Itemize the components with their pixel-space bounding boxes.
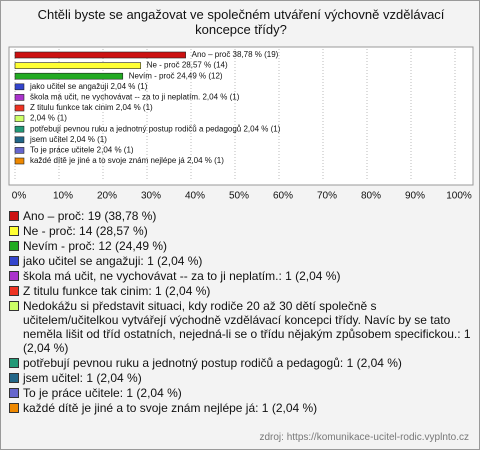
- x-tick-label: 60%: [273, 191, 293, 201]
- legend-label: To je práce učitele: 1 (2,04 %): [23, 386, 182, 400]
- x-tick-label: 80%: [361, 191, 381, 201]
- legend-item: Ano – proč: 19 (38,78 %): [9, 209, 471, 223]
- legend-item: jsem učitel: 1 (2,04 %): [9, 371, 471, 385]
- legend-label: jsem učitel: 1 (2,04 %): [23, 371, 142, 385]
- x-tick-label: 50%: [229, 191, 249, 201]
- bar-label: jako učitel se angažuji 2,04 % (1): [29, 82, 148, 91]
- bar: [14, 94, 25, 101]
- legend-swatch: [9, 286, 19, 296]
- plot: 0% 10% 20% 30% 40% 50% 60% 70% 80% 90% 100% Ano – p…: [8, 46, 474, 201]
- bar-label: Z titulu funkce tak cinim 2,04 % (1): [30, 103, 153, 112]
- legend-swatch: [9, 301, 19, 311]
- legend-item: Nedokážu si představit situaci, kdy rodi…: [9, 299, 471, 355]
- legend-item: každé dítě je jiné a to svoje znám nejlé…: [9, 401, 471, 415]
- x-tick-label: 40%: [185, 191, 205, 201]
- bar-label: potřebují pevnou ruku a jednotný postup …: [30, 124, 281, 133]
- bar-label: Nevím - proč 24,49 % (12): [129, 71, 223, 80]
- bar-label: škola má učit, ne vychovávat -- za to ji…: [30, 93, 240, 102]
- legend-label: potřebují pevnou ruku a jednotný postup …: [23, 356, 402, 370]
- plot-background: [8, 46, 474, 186]
- bar: [14, 83, 25, 91]
- legend-swatch: [9, 403, 19, 413]
- x-tick-label: 10%: [53, 191, 73, 201]
- bar-label: Ne - proč 28,57 % (14): [147, 61, 228, 70]
- legend-label: Ano – proč: 19 (38,78 %): [23, 209, 157, 223]
- x-tick-label: 100%: [446, 191, 472, 201]
- legend-swatch: [9, 388, 19, 398]
- legend-label: škola má učit, ne vychovávat -- za to ji…: [23, 269, 341, 283]
- bar: [14, 72, 124, 80]
- bar-label: každé dítě je jiné a to svoje znám nejlé…: [30, 156, 224, 165]
- legend-swatch: [9, 256, 19, 266]
- x-tick-label: 30%: [141, 191, 161, 201]
- legend-swatch: [9, 373, 19, 383]
- bar-label: jsem učitel 2,04 % (1): [29, 135, 107, 144]
- legend-item: škola má učit, ne vychovávat -- za to ji…: [9, 269, 471, 283]
- x-tick-label: 0%: [12, 191, 27, 201]
- legend-swatch: [9, 271, 19, 281]
- legend-label: každé dítě je jiné a to svoje znám nejlé…: [23, 401, 318, 415]
- source: zdroj: https://komunikace-ucitel-rodic.v…: [259, 432, 469, 443]
- bar: [14, 147, 25, 154]
- bar: [14, 62, 142, 69]
- bar: [14, 51, 186, 59]
- legend-swatch: [9, 241, 19, 251]
- legend-label: Z titulu funkce tak cinim: 1 (2,04 %): [23, 284, 211, 298]
- legend-item: Ne - proč: 14 (28,57 %): [9, 224, 471, 238]
- legend-swatch: [9, 211, 19, 221]
- bar-label: 2,04 % (1): [30, 114, 67, 123]
- legend-label: jako učitel se angažuji: 1 (2,04 %): [23, 254, 203, 268]
- x-tick-label: 90%: [405, 191, 425, 201]
- legend-swatch: [9, 226, 19, 236]
- chart-title: Chtěli byste se angažovat ve společném u…: [37, 7, 445, 37]
- legend-label: Ne - proč: 14 (28,57 %): [23, 224, 148, 238]
- legend-swatch: [9, 358, 19, 368]
- legend-label: Nevím - proč: 12 (24,49 %): [23, 239, 168, 253]
- x-tick-label: 70%: [317, 191, 337, 201]
- legend-label: Nedokážu si představit situaci, kdy rodi…: [23, 299, 471, 355]
- bar: [14, 125, 25, 133]
- legend-item: jako učitel se angažuji: 1 (2,04 %): [9, 254, 471, 268]
- bar: [14, 104, 25, 112]
- bar: [14, 157, 25, 165]
- bar-label: To je práce učitele 2,04 % (1): [30, 146, 134, 155]
- x-tick-label: 20%: [97, 191, 117, 201]
- legend-item: Z titulu funkce tak cinim: 1 (2,04 %): [9, 284, 471, 298]
- bar: [14, 136, 25, 144]
- legend-item: Nevím - proč: 12 (24,49 %): [9, 239, 471, 253]
- legend: Ano – proč: 19 (38,78 %) Ne - proč: 14 (2…: [9, 209, 471, 416]
- legend-item: potřebují pevnou ruku a jednotný postup …: [9, 356, 471, 370]
- bar: [14, 115, 25, 122]
- bar-label: Ano – proč 38,78 % (19): [192, 50, 279, 59]
- legend-item: To je práce učitele: 1 (2,04 %): [9, 386, 471, 400]
